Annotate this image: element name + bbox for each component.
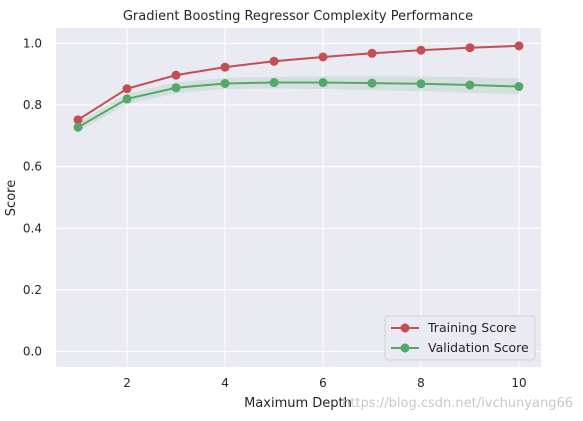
validation-band — [78, 76, 519, 132]
training-point — [465, 43, 475, 53]
y-tick-label: 1.0 — [23, 36, 42, 50]
legend-training-label: Training Score — [427, 320, 517, 335]
training-point — [73, 115, 83, 125]
x-axis-label: Maximum Depth — [244, 396, 352, 411]
y-tick-label: 0.0 — [23, 345, 42, 359]
series-lines — [77, 44, 519, 129]
chart-title: Gradient Boosting Regressor Complexity P… — [123, 9, 473, 24]
training-point — [220, 62, 230, 72]
legend-training-marker — [400, 323, 410, 333]
validation-point — [367, 78, 377, 88]
y-tick-label: 0.6 — [23, 160, 42, 174]
validation-point — [514, 82, 524, 92]
y-tick-label: 0.2 — [23, 283, 42, 297]
training-line — [77, 44, 519, 121]
y-axis-label: Score — [4, 180, 19, 216]
validation-point — [465, 80, 475, 90]
training-point — [122, 84, 132, 94]
y-tick-label: 0.8 — [23, 98, 42, 112]
validation-point — [220, 78, 230, 88]
training-point — [318, 52, 328, 62]
series-points — [73, 41, 524, 132]
validation-point — [122, 94, 132, 104]
validation-line — [77, 81, 519, 129]
legend-box — [384, 315, 536, 361]
x-tick-label: 10 — [511, 376, 526, 390]
training-point — [416, 45, 426, 55]
watermark: https://blog.csdn.net/lvchunyang66 — [342, 396, 573, 411]
legend: Training Score Validation Score — [384, 315, 536, 361]
x-tick-label: 8 — [417, 376, 425, 390]
validation-point — [73, 122, 83, 132]
validation-point — [171, 83, 181, 93]
validation-point — [269, 78, 279, 88]
validation-point — [416, 79, 426, 89]
y-tick-label: 0.4 — [23, 221, 42, 235]
validation-point — [318, 78, 328, 88]
x-tick-label: 6 — [319, 376, 327, 390]
training-point — [171, 70, 181, 80]
legend-validation-label: Validation Score — [428, 340, 529, 355]
training-point — [514, 41, 524, 51]
training-point — [269, 56, 279, 66]
x-tick-label: 4 — [221, 376, 229, 390]
confidence-bands — [78, 44, 519, 132]
legend-validation-marker — [400, 343, 410, 353]
training-point — [367, 48, 377, 58]
x-tick-label: 2 — [123, 376, 131, 390]
tick-labels: 2 4 6 8 10 0.0 0.2 0.4 0.6 0.8 1.0 — [23, 36, 527, 390]
